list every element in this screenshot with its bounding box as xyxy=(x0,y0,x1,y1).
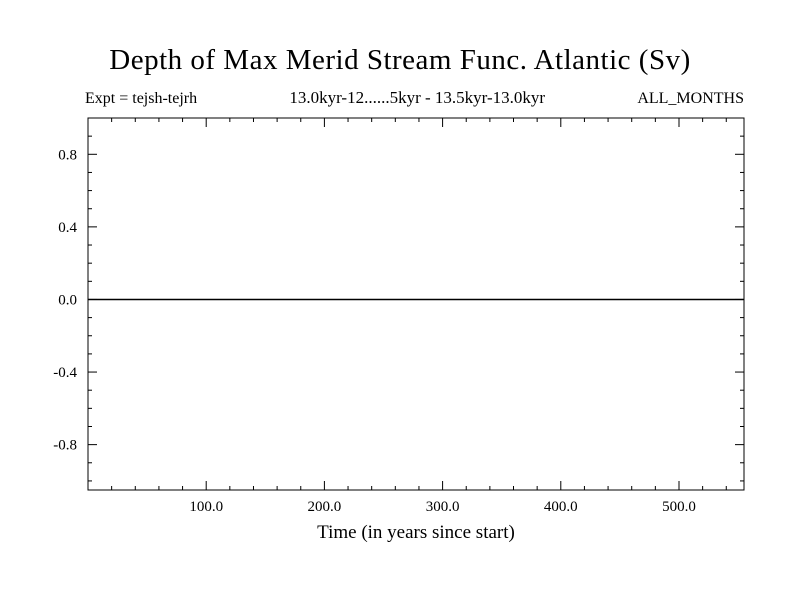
y-tick-label: 0.0 xyxy=(58,292,77,308)
subheader-row: Expt = tejsh-tejrh 13.0kyr-12......5kyr … xyxy=(85,88,744,108)
y-tick-label: 0.8 xyxy=(58,147,77,163)
plot-border xyxy=(87,117,745,491)
x-tick-label: 300.0 xyxy=(426,499,460,515)
x-tick-label: 500.0 xyxy=(662,499,696,515)
experiment-label: Expt = tejsh-tejrh xyxy=(85,90,198,107)
x-tick-label: 200.0 xyxy=(308,499,342,515)
y-tick-label: -0.8 xyxy=(53,438,77,454)
x-tick-label: 100.0 xyxy=(189,499,223,515)
period-label: 13.0kyr-12......5kyr - 13.5kyr-13.0kyr xyxy=(289,88,546,107)
x-axis-label: Time (in years since start) xyxy=(317,522,515,543)
x-tick-label: 400.0 xyxy=(544,499,578,515)
y-tick-label: 0.4 xyxy=(58,220,77,236)
y-tick-label: -0.4 xyxy=(53,365,77,381)
chart-title: Depth of Max Merid Stream Func. Atlantic… xyxy=(109,44,691,76)
months-label: ALL_MONTHS xyxy=(637,90,744,107)
